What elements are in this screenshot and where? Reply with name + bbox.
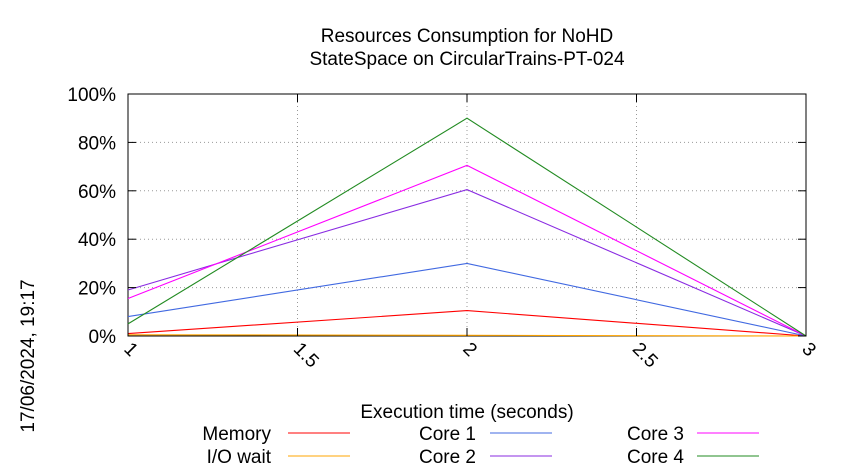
series-line-core-3 [127, 164, 807, 337]
series-line-core-2 [127, 189, 807, 337]
y-tick-label: 100% [67, 85, 116, 106]
legend-label-core-4: Core 4 [627, 447, 684, 468]
grid [128, 94, 806, 336]
legend-label-core-2: Core 2 [419, 447, 476, 468]
y-tick-label: 20% [78, 279, 116, 300]
legend-label-memory: Memory [202, 424, 271, 445]
timestamp: 17/06/2024, 19:17 [18, 279, 39, 432]
series-lines [127, 117, 807, 337]
ticks [127, 93, 807, 337]
x-tick-labels: 1 1.5 2 2.5 3 [119, 339, 819, 373]
series-line-core-4 [127, 117, 807, 337]
legend-label-i-o-wait: I/O wait [207, 447, 272, 468]
y-tick-labels: 0% 20% 40% 60% 80% 100% [67, 85, 116, 348]
y-tick-label: 40% [78, 230, 116, 251]
x-tick-label: 1.5 [289, 339, 323, 373]
chart-title-line-2: StateSpace on CircularTrains-PT-024 [309, 49, 624, 70]
y-tick-label: 80% [78, 133, 116, 154]
chart-title-line-1: Resources Consumption for NoHD [321, 26, 614, 47]
y-tick-label: 0% [89, 327, 117, 348]
y-tick-label: 60% [78, 182, 116, 203]
series-line-core-1 [127, 262, 807, 337]
legend-label-core-1: Core 1 [419, 424, 476, 445]
x-tick-label: 2 [458, 339, 480, 361]
legend-label-core-3: Core 3 [627, 424, 684, 445]
series-line-memory [127, 310, 807, 337]
x-tick-label: 2.5 [628, 339, 662, 373]
x-axis-label: Execution time (seconds) [360, 402, 573, 423]
x-tick-label: 1 [119, 339, 141, 361]
x-tick-label: 3 [797, 339, 819, 361]
